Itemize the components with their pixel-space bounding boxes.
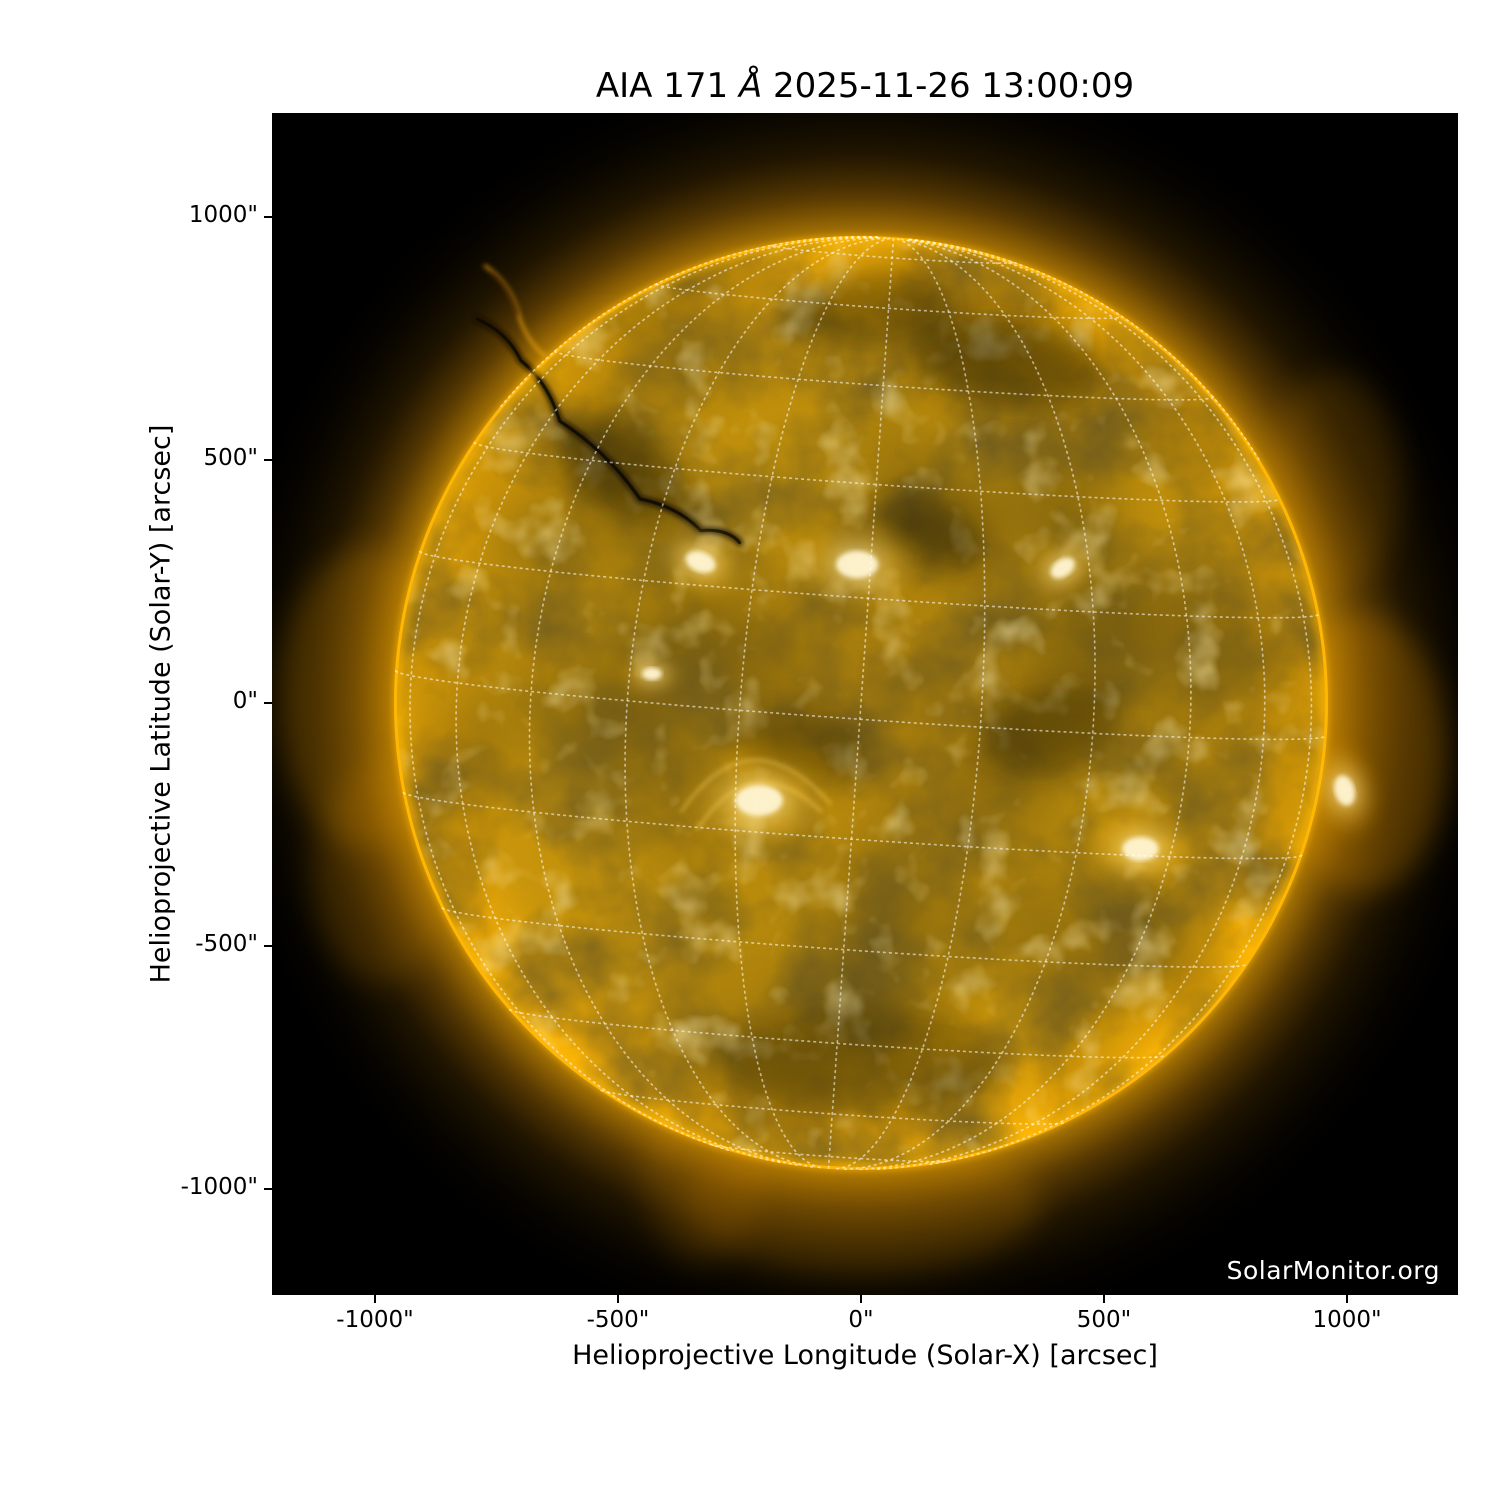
title-instrument: AIA 171: [595, 66, 729, 106]
x-tick-mark: [1346, 1295, 1348, 1303]
active-region-core: [836, 550, 879, 578]
active-region-core: [685, 551, 716, 573]
active-region-core: [642, 667, 662, 681]
y-tick-label: 500": [203, 445, 258, 471]
x-tick-mark: [1103, 1295, 1105, 1303]
grid-line: [508, 1009, 1167, 1059]
sun-image: [272, 113, 1458, 1295]
dark-patch: [720, 1006, 1002, 1119]
active-region-core: [1050, 557, 1075, 579]
grid-line: [441, 907, 1249, 968]
grid-line: [843, 238, 1096, 1170]
x-tick-mark: [374, 1295, 376, 1303]
coronal-loop: [695, 781, 823, 831]
grid-line: [827, 237, 895, 1169]
grid-line: [908, 238, 1260, 461]
grid-line: [455, 236, 881, 1164]
active-region-core: [735, 784, 783, 816]
grid-line: [554, 350, 1214, 401]
x-tick-label: 0": [848, 1307, 874, 1333]
y-tick-mark: [264, 702, 272, 704]
grid-line: [528, 236, 883, 1166]
grid-line: [876, 238, 1266, 1170]
x-tick-mark: [617, 1295, 619, 1303]
x-tick-label: -1000": [336, 1307, 414, 1333]
grid-line: [600, 1089, 1066, 1125]
active-region-core: [1334, 775, 1355, 806]
grid-line: [908, 238, 1313, 1166]
x-axis-label: Helioprojective Longitude (Solar-X) [arc…: [572, 1340, 1158, 1371]
x-tick-label: -500": [586, 1307, 650, 1333]
active-region-core: [1122, 837, 1159, 861]
active-regions: [619, 516, 1382, 891]
y-tick-label: 1000": [188, 202, 258, 228]
grid-line: [734, 237, 891, 1169]
dark-patch: [795, 269, 956, 349]
y-tick-mark: [264, 459, 272, 461]
title-timestamp: 2025-11-26 13:00:09: [773, 66, 1135, 106]
y-tick-label: -500": [195, 931, 258, 957]
grid-line: [409, 236, 879, 1151]
prominence: [482, 263, 548, 359]
y-tick-mark: [264, 1188, 272, 1190]
dark-patch: [981, 683, 1120, 776]
y-tick-mark: [264, 945, 272, 947]
solar-image-plot-area: SolarMonitor.org: [272, 113, 1458, 1295]
grid-line: [859, 238, 1192, 1171]
x-tick-mark: [860, 1295, 862, 1303]
grid-line: [624, 237, 887, 1168]
grid-line: [473, 441, 1282, 503]
y-tick-label: 0": [232, 688, 258, 714]
x-tick-label: 500": [1076, 1307, 1132, 1333]
prominence-dark-core: [490, 272, 519, 316]
solarmonitor-watermark: SolarMonitor.org: [1226, 1256, 1440, 1285]
dark-patch: [910, 315, 1104, 411]
x-tick-label: 1000": [1312, 1307, 1382, 1333]
title-angstrom-symbol: Å: [738, 66, 763, 106]
y-tick-label: -1000": [180, 1174, 258, 1200]
coronal-loop: [679, 758, 832, 813]
heliographic-grid: [394, 235, 1328, 1171]
y-tick-mark: [264, 216, 272, 218]
figure-title: AIA 171 Å 2025-11-26 13:00:09: [272, 66, 1458, 106]
grid-line: [500, 235, 879, 408]
grid-line: [836, 238, 986, 1170]
